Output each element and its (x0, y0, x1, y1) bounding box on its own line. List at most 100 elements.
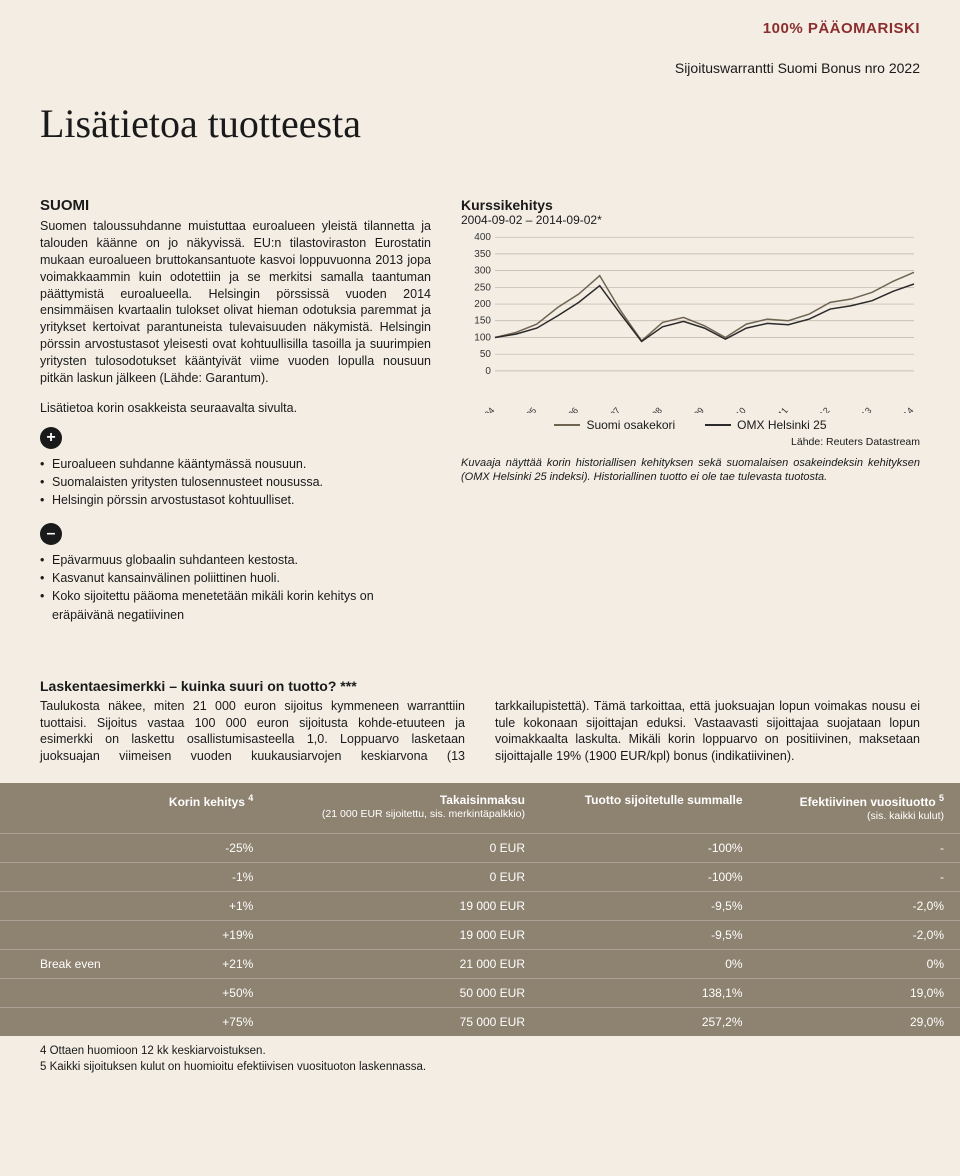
table-cell: 50 000 EUR (269, 979, 541, 1008)
svg-text:350: 350 (474, 249, 491, 260)
plus-icon: + (40, 427, 62, 449)
table-cell (0, 1008, 140, 1037)
svg-text:50: 50 (480, 349, 492, 360)
table-cell: -100% (541, 863, 759, 892)
svg-text:300: 300 (474, 266, 491, 277)
chart-svg: 400 350 300 250 200 150 100 50 0 syyskuu/04 syysku… (461, 233, 920, 413)
table-cell: +75% (140, 1008, 270, 1037)
chart-caption: Kuvaaja näyttää korin historiallisen keh… (461, 456, 920, 485)
minus-icon: – (40, 523, 62, 545)
table-header: Tuotto sijoitetulle summalle (541, 783, 759, 834)
svg-text:syyskuu/10: syyskuu/10 (710, 405, 747, 413)
risk-badge: 100% PÄÄOMARISKI (763, 20, 920, 37)
chart-source: Lähde: Reuters Datastream (461, 436, 920, 448)
svg-text:100: 100 (474, 332, 491, 343)
table-header: Takaisinmaksu(21 000 EUR sijoitettu, sis… (269, 783, 541, 834)
country-heading: SUOMI (40, 197, 431, 214)
table-cell: -2,0% (759, 921, 960, 950)
svg-text:150: 150 (474, 316, 491, 327)
product-subtitle: Sijoituswarrantti Suomi Bonus nro 2022 (675, 60, 920, 76)
table-row: Break even+21%21 000 EUR0%0% (0, 950, 960, 979)
svg-text:0: 0 (485, 366, 491, 377)
table-header: Efektiivinen vuosituotto 5(sis. kaikki k… (759, 783, 960, 834)
table-cell (0, 863, 140, 892)
table-row: +1%19 000 EUR-9,5%-2,0% (0, 892, 960, 921)
table-cell: - (759, 863, 960, 892)
data-table: Korin kehitys 4Takaisinmaksu(21 000 EUR … (0, 783, 960, 1036)
svg-text:400: 400 (474, 233, 491, 243)
chart-legend: Suomi osakekori OMX Helsinki 25 (461, 418, 920, 432)
footnote: 5 Kaikki sijoituksen kulut on huomioitu … (40, 1060, 920, 1076)
table-cell: -9,5% (541, 892, 759, 921)
legend-line-icon (705, 424, 731, 426)
plus-list: Euroalueen suhdanne kääntymässä nousuun.… (40, 455, 431, 509)
svg-text:syyskuu/09: syyskuu/09 (668, 405, 705, 413)
table-cell: 75 000 EUR (269, 1008, 541, 1037)
table-cell: -9,5% (541, 921, 759, 950)
table-row: -25%0 EUR-100%- (0, 834, 960, 863)
table-cell: -2,0% (759, 892, 960, 921)
calc-text: Taulukosta näkee, miten 21 000 euron sij… (40, 698, 920, 766)
legend-label: OMX Helsinki 25 (737, 418, 826, 432)
table-cell: 0 EUR (269, 834, 541, 863)
legend-item: OMX Helsinki 25 (705, 418, 826, 432)
table-cell: 21 000 EUR (269, 950, 541, 979)
table-cell: 29,0% (759, 1008, 960, 1037)
table-cell: 138,1% (541, 979, 759, 1008)
chart-date-range: 2004-09-02 – 2014-09-02* (461, 213, 920, 227)
list-item: Koko sijoitettu pääoma menetetään mikäli… (40, 587, 431, 623)
list-item: Helsingin pörssin arvostustasot kohtuull… (40, 491, 431, 509)
table-row: -1%0 EUR-100%- (0, 863, 960, 892)
svg-text:syyskuu/06: syyskuu/06 (543, 405, 580, 413)
chart-title: Kurssikehitys (461, 197, 920, 213)
table-cell: 19 000 EUR (269, 921, 541, 950)
table-cell: -25% (140, 834, 270, 863)
svg-text:200: 200 (474, 299, 491, 310)
table-cell: 0 EUR (269, 863, 541, 892)
svg-text:syyskuu/07: syyskuu/07 (585, 405, 622, 413)
table-row: +50%50 000 EUR138,1%19,0% (0, 979, 960, 1008)
legend-line-icon (554, 424, 580, 426)
svg-text:syyskuu/13: syyskuu/13 (836, 405, 873, 413)
list-item: Epävarmuus globaalin suhdanteen kestosta… (40, 551, 431, 569)
svg-text:syyskuu/05: syyskuu/05 (501, 405, 538, 413)
svg-text:syyskuu/14: syyskuu/14 (878, 405, 915, 413)
body-paragraph: Suomen taloussuhdanne muistuttaa euroalu… (40, 218, 431, 387)
table-cell: -1% (140, 863, 270, 892)
table-header: Korin kehitys 4 (140, 783, 270, 834)
more-info-text: Lisätietoa korin osakkeista seuraavalta … (40, 401, 431, 415)
table-cell (0, 921, 140, 950)
minus-list: Epävarmuus globaalin suhdanteen kestosta… (40, 551, 431, 624)
table-row: +19%19 000 EUR-9,5%-2,0% (0, 921, 960, 950)
table-cell (0, 979, 140, 1008)
table-cell: Break even (0, 950, 140, 979)
table-header (0, 783, 140, 834)
list-item: Suomalaisten yritysten tulosennusteet no… (40, 473, 431, 491)
table-cell: 0% (759, 950, 960, 979)
svg-text:syyskuu/12: syyskuu/12 (794, 405, 831, 413)
table-row: +75%75 000 EUR257,2%29,0% (0, 1008, 960, 1037)
svg-text:syyskuu/08: syyskuu/08 (627, 405, 664, 413)
svg-text:syyskuu/04: syyskuu/04 (461, 405, 496, 413)
table-cell: 19 000 EUR (269, 892, 541, 921)
table-cell: - (759, 834, 960, 863)
page-title: Lisätietoa tuotteesta (40, 100, 920, 147)
table-cell: 257,2% (541, 1008, 759, 1037)
table-cell: -100% (541, 834, 759, 863)
footnote: 4 Ottaen huomioon 12 kk keskiarvoistukse… (40, 1044, 920, 1060)
table-cell (0, 892, 140, 921)
table-cell: +50% (140, 979, 270, 1008)
svg-text:250: 250 (474, 282, 491, 293)
table-cell: 0% (541, 950, 759, 979)
footnotes: 4 Ottaen huomioon 12 kk keskiarvoistukse… (40, 1044, 920, 1075)
table-cell: +21% (140, 950, 270, 979)
svg-text:syyskuu/11: syyskuu/11 (753, 405, 790, 413)
table-cell: 19,0% (759, 979, 960, 1008)
table-cell (0, 834, 140, 863)
list-item: Kasvanut kansainvälinen poliittinen huol… (40, 569, 431, 587)
list-item: Euroalueen suhdanne kääntymässä nousuun. (40, 455, 431, 473)
calc-heading: Laskentaesimerkki – kuinka suuri on tuot… (40, 678, 431, 694)
table-cell: +19% (140, 921, 270, 950)
legend-label: Suomi osakekori (586, 418, 675, 432)
legend-item: Suomi osakekori (554, 418, 675, 432)
